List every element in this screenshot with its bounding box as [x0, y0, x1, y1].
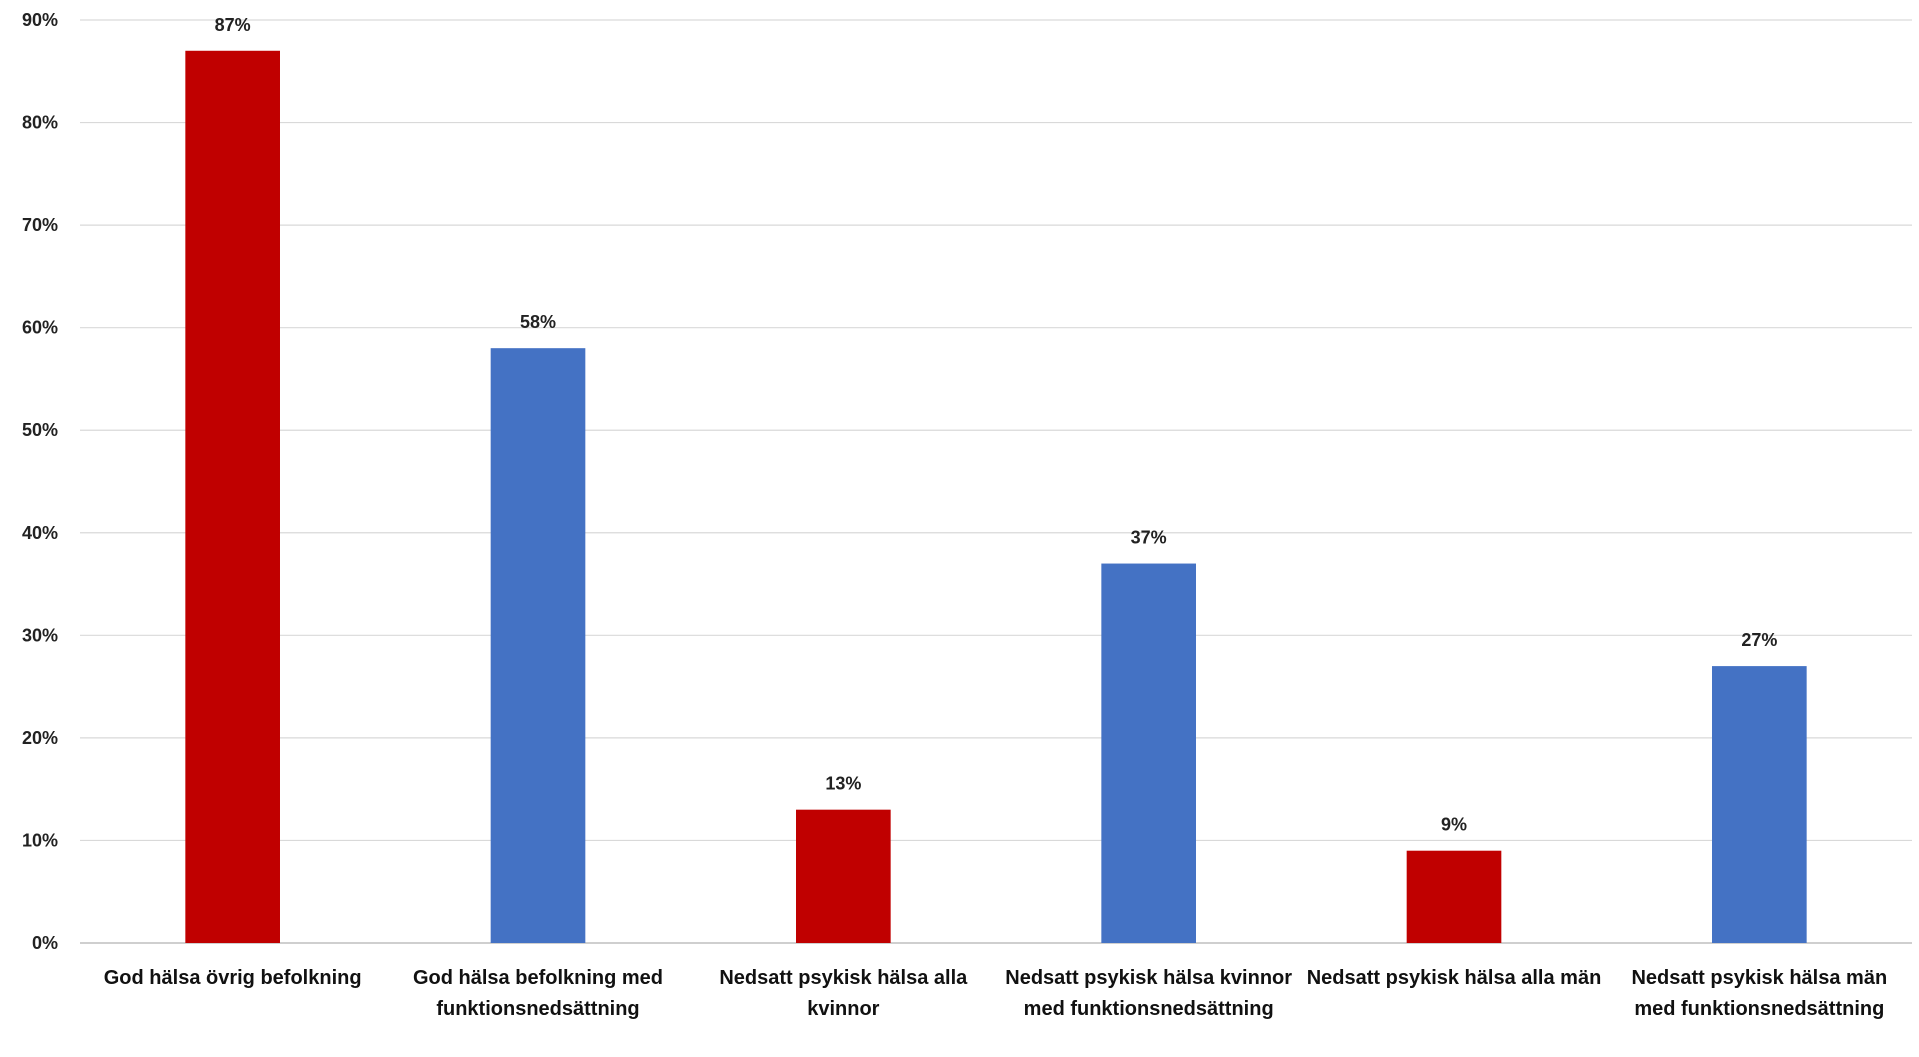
bar: [1101, 563, 1196, 943]
bars: [185, 50, 1807, 944]
x-category-label: Nedsatt psykisk hälsa alla kvinnor: [719, 967, 968, 1020]
y-axis-ticks: 0% 10% 20% 30% 40% 50% 60% 70% 80% 90%: [22, 10, 58, 953]
x-category-label: God hälsa övrig befolkning: [103, 967, 362, 989]
bar-data-label: 9%: [1441, 815, 1467, 835]
y-tick-label: 30%: [22, 625, 58, 645]
x-category-label: Nedsatt psykisk hälsa alla män: [1306, 967, 1602, 989]
y-tick-label: 90%: [22, 10, 58, 30]
grid-layer: [80, 19, 1912, 944]
x-category-label: God hälsa befolkning med funktionsnedsät…: [412, 967, 664, 1020]
y-tick-label: 20%: [22, 728, 58, 748]
y-tick-label: 0%: [32, 933, 58, 953]
bar: [1406, 850, 1502, 943]
y-tick-label: 70%: [22, 215, 58, 235]
bar-data-label: 58%: [520, 312, 556, 332]
y-tick-label: 60%: [22, 318, 58, 338]
bar: [1712, 666, 1807, 943]
bar-data-label: 87%: [215, 15, 251, 35]
bar: [796, 809, 891, 943]
y-tick-label: 40%: [22, 523, 58, 543]
bar-data-label: 37%: [1131, 528, 1167, 548]
y-tick-label: 50%: [22, 420, 58, 440]
bar: [185, 50, 280, 944]
y-tick-label: 10%: [22, 830, 58, 850]
x-category-label: Nedsatt psykisk hälsa kvinnor med funkti…: [1005, 967, 1293, 1020]
bar: [490, 348, 586, 944]
bar-data-label: 13%: [825, 774, 861, 794]
bar-data-label: 27%: [1741, 630, 1777, 650]
x-category-label: Nedsatt psykisk hälsa män med funktionsn…: [1631, 967, 1888, 1020]
data-labels: 87% 58% 13% 37% 9% 27%: [215, 15, 1778, 835]
y-tick-label: 80%: [22, 113, 58, 133]
